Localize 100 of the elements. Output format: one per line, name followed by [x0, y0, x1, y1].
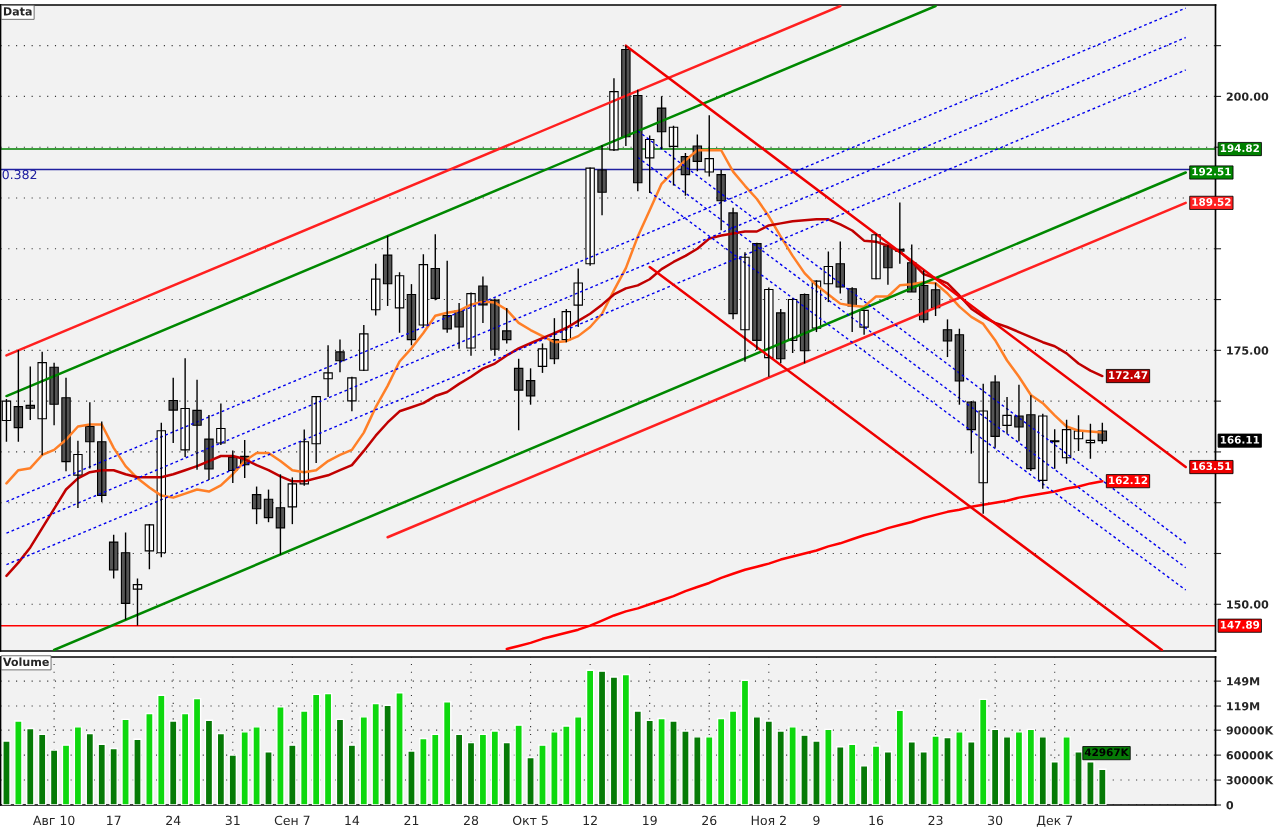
- bar: [383, 704, 392, 805]
- bar: [538, 744, 547, 805]
- bar: [633, 710, 643, 805]
- x-tick-label: 14: [345, 815, 360, 825]
- bar: [931, 735, 940, 805]
- bar: [704, 736, 714, 805]
- x-tick-label: 21: [404, 815, 419, 825]
- bar: [228, 754, 238, 805]
- bar: [419, 737, 428, 805]
- bar: [1014, 731, 1024, 805]
- bar: [252, 726, 261, 805]
- line-series: [5, 218, 1104, 578]
- x-tick-label: 19: [643, 815, 657, 826]
- bar: [812, 740, 821, 805]
- y-tick-label: 119M: [1227, 702, 1260, 711]
- ref-line-label: 147.89: [1220, 620, 1260, 629]
- bar: [145, 712, 154, 805]
- bar: [216, 732, 226, 805]
- bar: [37, 733, 47, 805]
- bar: [693, 736, 702, 805]
- bar: [121, 718, 130, 805]
- bar: [1038, 736, 1048, 805]
- bar: [1002, 736, 1012, 805]
- bar: [597, 670, 607, 805]
- bar: [859, 765, 869, 805]
- bar: [264, 751, 273, 805]
- bar: [919, 751, 928, 805]
- bar: [847, 743, 857, 805]
- bar: [192, 697, 202, 805]
- bar: [836, 746, 845, 805]
- bar: [478, 733, 488, 805]
- bar: [1098, 768, 1107, 805]
- bar: [442, 701, 452, 805]
- x-tick-label: 9: [813, 815, 820, 826]
- bar: [73, 726, 83, 805]
- bar: [288, 744, 297, 805]
- bar: [740, 679, 750, 805]
- bar: [26, 727, 35, 805]
- bar: [645, 719, 654, 805]
- candlestick: [370, 263, 381, 317]
- bar: [49, 749, 59, 805]
- x-tick-label: 16: [869, 815, 884, 826]
- bar: [788, 726, 797, 805]
- candlestick: [502, 307, 512, 345]
- candlestick: [168, 377, 178, 444]
- candlestick: [132, 577, 143, 627]
- bar: [14, 720, 23, 805]
- chart-title: Data: [3, 7, 32, 16]
- x-tick-label: 12: [583, 815, 597, 825]
- y-tick-label: 200.00: [1226, 92, 1269, 101]
- bar: [109, 747, 118, 805]
- candlestick: [835, 240, 846, 295]
- candlestick: [704, 114, 714, 178]
- bar: [943, 736, 952, 805]
- candlestick: [25, 365, 36, 421]
- bar: [907, 741, 917, 805]
- data-label: 42967K: [1084, 748, 1129, 757]
- x-tick-label: 30: [988, 815, 1003, 826]
- data-label: 162.12: [1109, 476, 1148, 485]
- bar: [61, 744, 71, 805]
- bar: [895, 709, 905, 805]
- bar: [657, 717, 666, 805]
- y-tick-label: 30000K: [1226, 776, 1274, 785]
- x-tick-label: Окт 5: [512, 815, 548, 826]
- candlestick: [430, 233, 441, 301]
- x-tick-label: Сен 7: [274, 815, 310, 826]
- candlestick: [942, 318, 953, 358]
- data-label: 172.47: [1109, 371, 1148, 379]
- annotation: 0.382: [2, 169, 37, 180]
- candlestick: [1038, 413, 1048, 490]
- candlestick: [978, 382, 988, 515]
- bar: [1062, 736, 1071, 805]
- bar: [609, 676, 619, 805]
- bar: [573, 716, 583, 805]
- bar: [204, 719, 214, 805]
- y-tick-label: 150.00: [1227, 600, 1269, 609]
- text: 166.11: [1220, 435, 1260, 444]
- bar: [621, 673, 631, 805]
- bar: [431, 733, 440, 805]
- candlestick: [573, 267, 583, 328]
- x-tick-label: 31: [225, 815, 240, 826]
- bar: [681, 730, 690, 805]
- bar: [454, 733, 464, 805]
- bar: [824, 728, 833, 805]
- y-tick-label: 60000K: [1226, 751, 1274, 760]
- bar: [871, 745, 881, 805]
- bar: [85, 732, 95, 805]
- bar: [311, 693, 321, 805]
- x-tick-label: Дек 7: [1036, 815, 1073, 827]
- bar: [883, 751, 893, 805]
- ref-line-label: 194.82: [1220, 144, 1259, 153]
- bar: [728, 710, 738, 805]
- bar: [299, 710, 309, 805]
- x-tick-label: 26: [702, 815, 717, 826]
- bar: [395, 692, 404, 805]
- bar: [359, 716, 369, 805]
- y-tick-label: 175.00: [1227, 346, 1269, 355]
- bar: [335, 718, 345, 805]
- bar: [168, 720, 178, 805]
- bar: [526, 756, 535, 805]
